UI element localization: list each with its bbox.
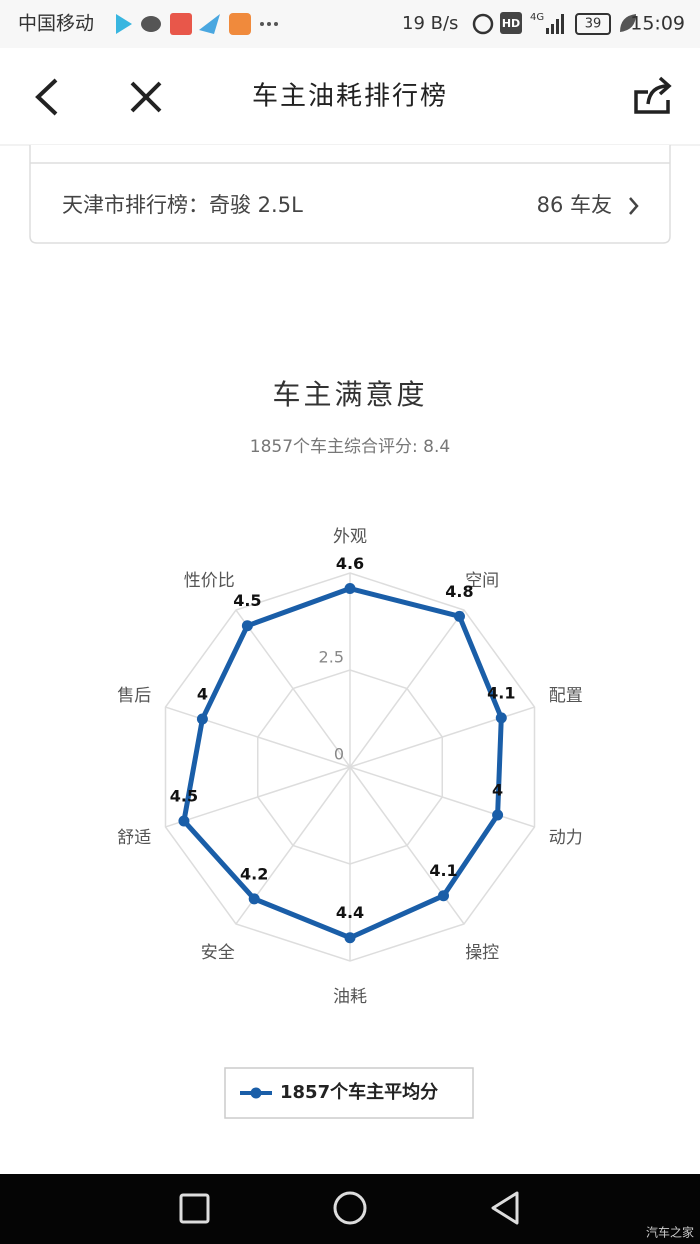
data-label: 4.1: [487, 683, 515, 702]
data-label: 4.6: [336, 554, 364, 573]
data-point: [495, 712, 507, 724]
hd: HD: [502, 17, 520, 30]
ranking-row[interactable]: 天津市排行榜：奇骏 2.5L 86 车友: [62, 193, 639, 217]
ranking-label: 天津市排行榜：奇骏 2.5L: [62, 193, 303, 217]
nav-title: 车主油耗排行榜: [252, 82, 448, 112]
ranking-count: 86 车友: [537, 193, 612, 217]
signal-icon: [546, 14, 564, 34]
r-tick-label: 2.5: [319, 648, 344, 667]
category-label: 操控: [465, 943, 499, 963]
data-point: [248, 893, 260, 905]
legend-label: 1857个车主平均分: [280, 1081, 438, 1103]
data-label: 4: [492, 780, 503, 799]
category-label: 安全: [201, 943, 235, 963]
back-system-button[interactable]: [491, 1191, 519, 1225]
legend: 1857个车主平均分: [240, 1081, 438, 1103]
legend-marker: [250, 1087, 262, 1099]
chart-title: 车主满意度: [272, 378, 427, 411]
category-label: 动力: [549, 828, 583, 848]
alarm-icon: [472, 13, 494, 35]
grid-ring: [256, 669, 444, 865]
category-label: 空间: [465, 571, 499, 591]
data-label: 4.5: [170, 786, 198, 805]
category-label: 配置: [549, 686, 583, 706]
home-button[interactable]: [333, 1191, 367, 1225]
chart-subtitle: 1857个车主综合评分: 8.4: [250, 437, 450, 457]
category-label: 性价比: [184, 571, 235, 591]
battery-icon: [575, 13, 611, 35]
data-label: 4.1: [429, 861, 457, 880]
data-label: 4: [197, 685, 208, 704]
leaf-icon: [620, 14, 636, 32]
battery-level: 39: [585, 17, 602, 32]
data-point: [453, 610, 465, 622]
category-label: 售后: [117, 686, 151, 706]
data-point: [438, 890, 450, 902]
notification-icons: [116, 13, 278, 35]
category-label: 油耗: [333, 987, 367, 1007]
system-nav-bar: [0, 1174, 700, 1244]
category-label: 舒适: [117, 828, 151, 848]
data-point: [492, 809, 504, 821]
nav-bar: [0, 48, 700, 145]
r-tick-label: 0: [334, 745, 344, 764]
data-point: [178, 815, 190, 827]
data-label: 4.5: [233, 591, 261, 610]
close-button[interactable]: [130, 81, 162, 113]
chevron: [629, 197, 639, 215]
network: 4G: [530, 12, 544, 23]
category-label: 外观: [333, 527, 367, 547]
ranking-card: [29, 145, 671, 244]
watermark: 汽车之家: [646, 1225, 694, 1240]
net-speed: 19 B/s: [402, 13, 458, 34]
carrier: 中国移动: [18, 13, 94, 35]
data-label: 4.4: [336, 903, 364, 922]
data-label: 4.8: [445, 582, 473, 601]
data-point: [196, 713, 208, 725]
grid-ring: [164, 572, 536, 962]
data-point: [344, 932, 356, 944]
hd-badge: [500, 12, 522, 34]
clock: 15:09: [630, 13, 685, 35]
data-point: [344, 583, 356, 595]
recent-apps-button[interactable]: [179, 1193, 210, 1224]
back-button[interactable]: [35, 78, 58, 116]
data-point: [241, 620, 253, 632]
share-button[interactable]: [634, 76, 672, 114]
data-label: 4.2: [240, 864, 268, 883]
